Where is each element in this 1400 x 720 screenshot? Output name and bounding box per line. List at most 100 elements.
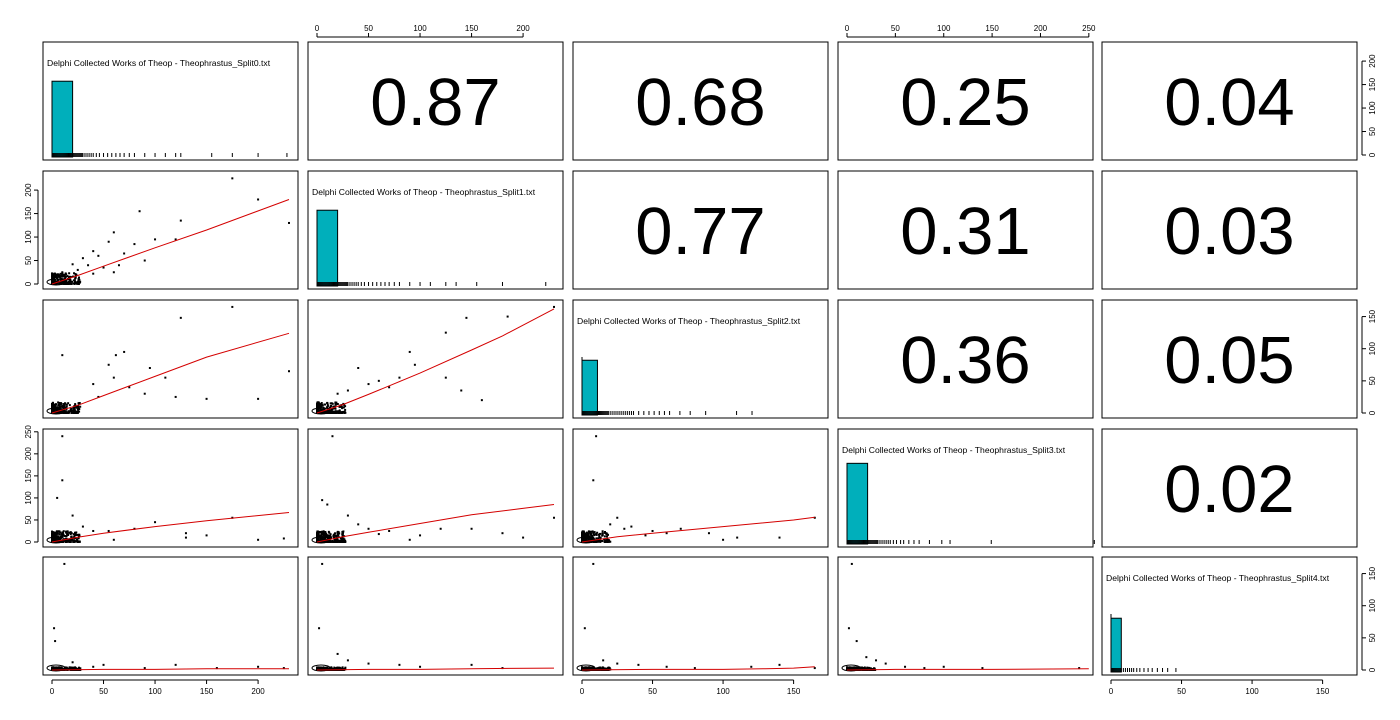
scatter-point [336, 403, 339, 406]
scatter-point [148, 367, 151, 369]
scatter-point [334, 407, 337, 410]
scatter-point [320, 402, 323, 405]
scatter-point [328, 411, 331, 414]
panel-frame-r0-c1 [307, 41, 564, 161]
scatter-point [53, 278, 56, 281]
scatter-point [323, 410, 326, 413]
scatter-point [72, 279, 75, 282]
tick-label: 50 [1368, 633, 1377, 642]
scatter-point [599, 540, 602, 543]
scatter-point [288, 370, 290, 373]
correlation-value: 0.04 [1164, 65, 1294, 140]
scatter-point [923, 667, 926, 670]
scatter-point [338, 410, 341, 413]
scatter-point [330, 402, 333, 405]
scatter-point [867, 667, 870, 670]
scatter-point [599, 536, 602, 539]
tick-label: 150 [1368, 77, 1377, 91]
tick-label: 50 [1177, 687, 1186, 696]
scatter-point [377, 379, 380, 382]
scatter-point [342, 538, 345, 541]
scatter-point [60, 540, 63, 543]
scatter-point [605, 533, 608, 536]
scatter-point [92, 272, 95, 275]
scatter-point [444, 331, 447, 334]
tick-label: 0 [845, 24, 850, 33]
scatter-point [52, 666, 55, 669]
scatter-point [58, 408, 61, 411]
panel-frame-r4-c1 [307, 556, 564, 676]
tick-label: 150 [465, 24, 479, 33]
scatter-point [72, 666, 75, 669]
scatter-point [57, 404, 60, 407]
scatter-point [70, 536, 73, 539]
scatter-point [78, 401, 81, 404]
scatter-point [75, 282, 78, 285]
scatter-point [319, 537, 322, 540]
tick-label: 150 [787, 687, 801, 696]
tick-label: 200 [516, 24, 530, 33]
tick-label: 0 [24, 281, 33, 286]
scatter-point [587, 666, 590, 669]
scatter-point [62, 539, 65, 542]
scatter-point [53, 537, 56, 540]
scatter-point [51, 404, 54, 407]
scatter-point [317, 667, 320, 670]
scatter-point [590, 668, 593, 671]
scatter-point [123, 252, 126, 255]
tick-label: 150 [1368, 566, 1377, 580]
correlation-value: 0.02 [1164, 452, 1294, 527]
scatter-point [72, 411, 75, 414]
scatter-point [323, 534, 326, 537]
scatter-point [76, 405, 79, 408]
scatter-point [875, 659, 878, 662]
scatter-point [51, 531, 54, 534]
scatter-point [60, 410, 63, 413]
scatter-point [59, 531, 62, 534]
scatter-point [56, 496, 59, 499]
scatter-point [154, 521, 157, 524]
density-ellipse [576, 664, 596, 672]
scatter-panel-r3-c1 [311, 435, 555, 544]
scatter-point [317, 535, 320, 538]
scatter-point [860, 668, 863, 671]
scatter-point [334, 534, 337, 537]
scatter-point [92, 250, 95, 253]
scatter-point [92, 529, 95, 532]
tick-label: 150 [1316, 687, 1330, 696]
scatter-point [336, 533, 339, 536]
scatter-point [419, 534, 422, 537]
scatter-point [589, 540, 592, 543]
tick-label: 0 [580, 687, 585, 696]
scatter-point [329, 533, 332, 536]
panel-frame-r1-c1 [307, 170, 564, 290]
density-ellipse [46, 664, 66, 672]
correlation-value: 0.87 [370, 65, 500, 140]
scatter-point [637, 663, 640, 666]
scatter-point [73, 408, 76, 411]
scatter-point [164, 376, 167, 379]
histogram-bar [316, 209, 339, 287]
scatter-point [855, 640, 858, 643]
scatter-point [597, 533, 600, 536]
panel-frame-r3-c2 [572, 428, 829, 548]
scatter-point [316, 403, 319, 406]
scatter-point [339, 411, 342, 414]
tick-label: 100 [1245, 687, 1259, 696]
scatter-point [367, 527, 370, 530]
scatter-point [623, 527, 626, 530]
scatter-point [335, 535, 338, 538]
scatter-point [54, 408, 57, 411]
scatter-point [56, 274, 59, 277]
scatter-point [586, 666, 589, 669]
scatter-point [344, 405, 347, 408]
tick-label: 150 [1368, 309, 1377, 323]
scatter-point [616, 662, 619, 665]
scatter-point [53, 533, 56, 536]
scatter-point [53, 534, 56, 537]
scatter-point [598, 539, 601, 542]
tick-label: 0 [1368, 667, 1377, 672]
scatter-point [179, 219, 182, 222]
scatter-point [54, 275, 57, 278]
scatter-point [64, 535, 67, 538]
